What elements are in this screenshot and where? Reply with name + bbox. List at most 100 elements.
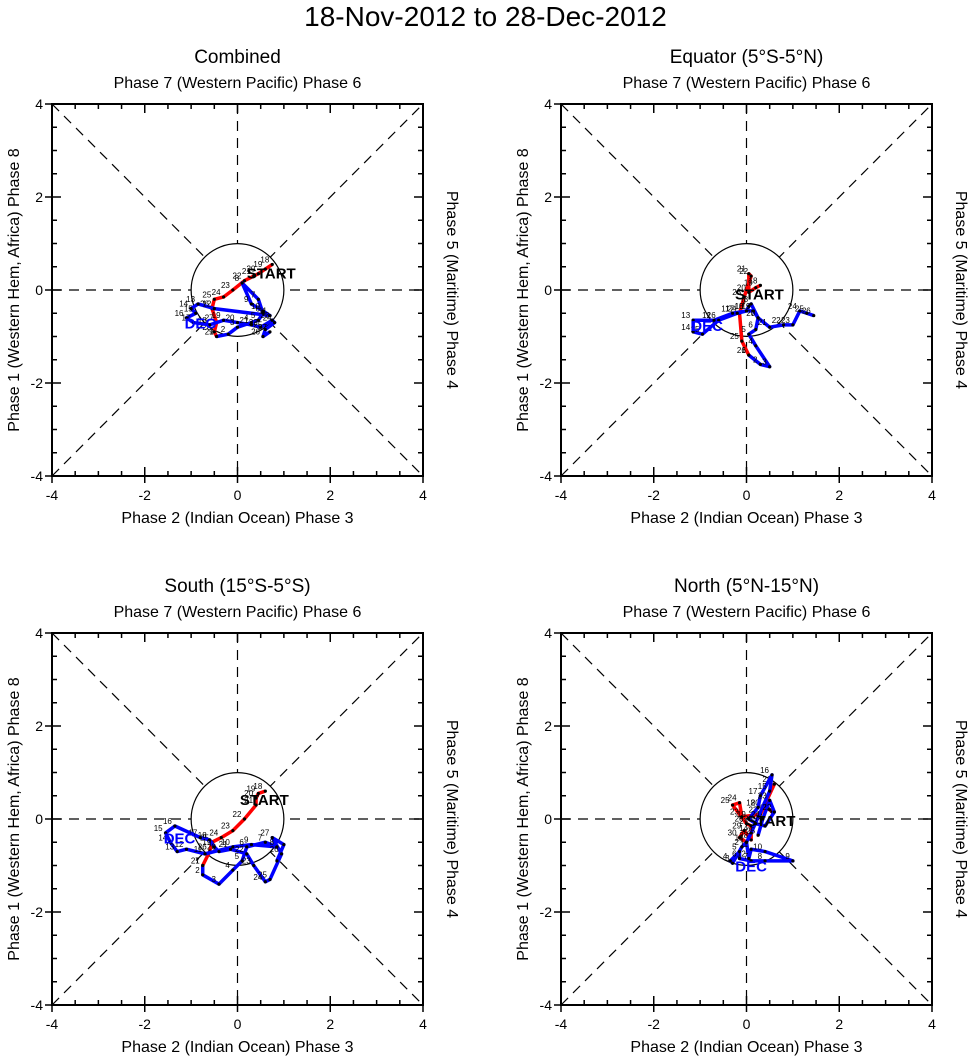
- day-marker: [749, 824, 753, 828]
- y-tick-label: 4: [544, 625, 552, 641]
- bottom-axis-label: Phase 2 (Indian Ocean) Phase 3: [630, 1039, 862, 1056]
- day-marker: [231, 868, 235, 872]
- day-label: 23: [221, 281, 230, 290]
- day-marker: [747, 353, 751, 357]
- day-label: 20: [244, 789, 253, 798]
- y-tick-label: 0: [35, 811, 43, 827]
- day-label: 9: [244, 836, 249, 845]
- day-marker: [768, 808, 772, 812]
- day-marker: [273, 320, 277, 325]
- day-label: 1: [741, 346, 746, 355]
- day-label: 15: [758, 782, 767, 791]
- day-label: 15: [154, 824, 163, 833]
- y-tick-label: 4: [35, 625, 43, 641]
- day-marker: [263, 840, 267, 844]
- day-marker: [770, 773, 774, 777]
- day-label: 21: [240, 316, 249, 325]
- day-label: 25: [253, 321, 262, 330]
- day-label: 10: [735, 302, 744, 311]
- phase-panel-0: Combined Phase 7 (Western Pacific) Phase …: [6, 47, 460, 527]
- right-axis-label: Phase 5 (Maritime) Phase 4: [952, 191, 969, 389]
- y-tick-label: -2: [31, 904, 44, 920]
- day-marker: [756, 805, 760, 809]
- day-label: 19: [212, 311, 221, 320]
- day-label: 12: [737, 850, 746, 859]
- day-marker: [751, 309, 756, 313]
- day-label: 19: [744, 279, 753, 288]
- top-axis-label: Phase 7 (Western Pacific) Phase 6: [114, 75, 362, 92]
- day-label: 20: [744, 815, 753, 824]
- day-marker: [798, 309, 802, 313]
- day-marker: [791, 859, 795, 863]
- phase-panel-3: North (5°N-15°N) Phase 7 (Western Pacific…: [515, 576, 969, 1056]
- day-label: 7: [258, 833, 263, 842]
- day-marker: [761, 817, 765, 821]
- day-marker: [747, 856, 751, 861]
- x-tick-label: 2: [326, 1016, 334, 1032]
- day-label: 6: [239, 838, 244, 847]
- x-tick-label: 2: [835, 1016, 843, 1032]
- y-tick-label: -4: [540, 997, 553, 1013]
- x-tick-label: 0: [234, 1016, 242, 1032]
- day-marker: [173, 824, 177, 828]
- day-marker: [212, 307, 216, 311]
- day-label: 27: [739, 817, 748, 826]
- day-marker: [221, 295, 226, 299]
- day-marker: [217, 849, 221, 854]
- day-label: 24: [728, 304, 737, 313]
- day-marker: [730, 861, 735, 865]
- day-marker: [747, 290, 751, 294]
- day-marker: [749, 847, 753, 851]
- day-label: 27: [205, 314, 214, 323]
- day-marker: [735, 311, 739, 315]
- day-label: 20: [246, 265, 255, 274]
- day-marker: [768, 789, 772, 793]
- day-marker: [754, 344, 758, 348]
- day-marker: [747, 272, 751, 276]
- day-label: 24: [209, 829, 218, 838]
- day-marker: [201, 873, 205, 877]
- day-label: 18: [253, 782, 262, 791]
- day-label: 2: [195, 866, 200, 875]
- day-marker: [730, 311, 735, 315]
- day-marker: [249, 323, 254, 327]
- day-marker: [268, 877, 272, 882]
- panel-title: Combined: [194, 47, 281, 68]
- day-marker: [235, 320, 240, 325]
- day-marker: [235, 325, 240, 329]
- day-label: 23: [221, 822, 230, 831]
- day-marker: [275, 845, 279, 849]
- day-label: 26: [802, 307, 811, 316]
- day-marker: [245, 845, 249, 849]
- day-marker: [747, 332, 751, 336]
- day-label: 5: [741, 325, 746, 334]
- day-marker: [747, 817, 751, 821]
- day-marker: [231, 829, 235, 833]
- day-marker: [254, 796, 258, 800]
- day-marker: [772, 782, 776, 786]
- day-label: 11: [721, 304, 730, 313]
- day-marker: [282, 842, 286, 847]
- day-label: 27: [191, 857, 200, 866]
- day-marker: [744, 840, 749, 844]
- day-marker: [737, 836, 742, 840]
- x-tick-label: 0: [743, 1016, 751, 1032]
- day-label: 14: [158, 833, 167, 842]
- day-label: 14: [179, 300, 188, 309]
- day-marker: [744, 309, 749, 313]
- day-label: 30: [728, 829, 737, 838]
- day-label: 23: [758, 791, 767, 800]
- day-label: 22: [772, 316, 781, 325]
- top-axis-label: Phase 7 (Western Pacific) Phase 6: [623, 604, 871, 621]
- day-marker: [270, 262, 274, 267]
- day-marker: [221, 318, 226, 322]
- y-tick-label: -2: [540, 904, 553, 920]
- y-tick-label: 2: [544, 189, 552, 205]
- day-label: 18: [760, 803, 769, 812]
- start-label: START: [247, 265, 296, 282]
- day-label: 19: [737, 810, 746, 819]
- panel-title: North (5°N-15°N): [674, 576, 819, 597]
- day-label: 22: [235, 845, 244, 854]
- day-marker: [168, 840, 172, 844]
- day-label: 25: [795, 304, 804, 313]
